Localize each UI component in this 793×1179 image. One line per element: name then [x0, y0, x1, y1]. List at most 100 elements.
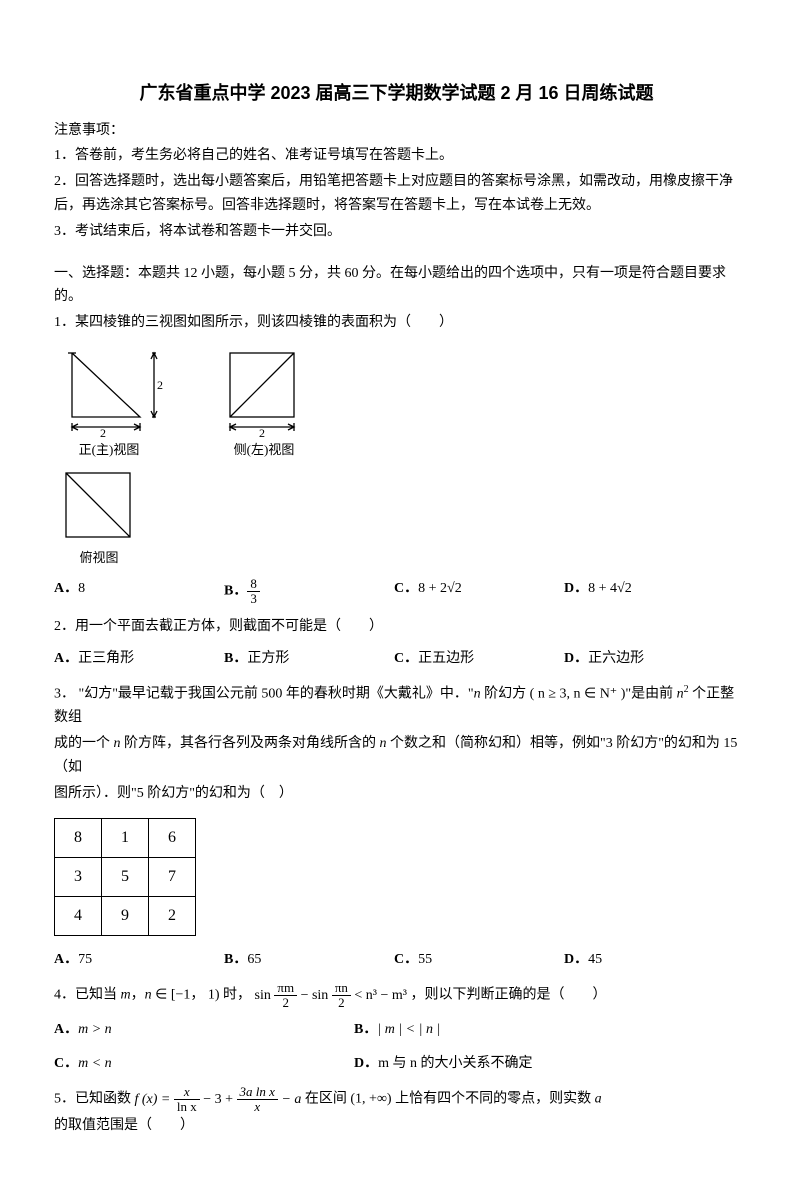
q4-opt-b: B．| m | < | n | [354, 1018, 654, 1042]
q4-expr: sin πm2 − sin πn2 < n³ − m³ [255, 988, 411, 1003]
q5-c: 上恰有四个不同的零点，则实数 [392, 1092, 595, 1107]
ms-2-0: 4 [55, 896, 102, 935]
q5-f2n: 3a ln x [237, 1085, 278, 1100]
q4-options-2: C．m < n D．m 与 n 的大小关系不确定 [54, 1052, 739, 1076]
q5-b: 在区间 [305, 1092, 351, 1107]
q1-options: A．8 B．83 C．8 + 2√2 D．8 + 4√2 [54, 577, 739, 605]
q1-opt-c-text: 8 + 2√2 [418, 581, 462, 596]
q4-f1d: 2 [274, 996, 297, 1010]
q2-opt-c-text: 正五边形 [418, 651, 474, 666]
q3-opt-b: B．65 [224, 948, 394, 972]
notice-item-2: 2．回答选择题时，选出每小题答案后，用铅笔把答题卡上对应题目的答案标号涂黑，如需… [54, 170, 739, 218]
q4-f2d: 2 [332, 996, 351, 1010]
side-view-svg: 2 [214, 345, 314, 437]
q4-b: ， [131, 988, 145, 1003]
q3-opt-b-text: 65 [247, 952, 261, 967]
q3-line3: 图所示）．则"5 阶幻方"的幻和为（ ） [54, 782, 739, 806]
q5-mid: − 3 + [203, 1092, 236, 1107]
q2-options: A．正三角形 B．正方形 C．正五边形 D．正六边形 [54, 647, 739, 671]
q1-main-view: 2 2 正(主)视图 [54, 345, 164, 461]
q5-interval: (1, +∞) [350, 1092, 391, 1107]
page-title: 广东省重点中学 2023 届高三下学期数学试题 2 月 16 日周练试题 [54, 78, 739, 109]
q2-stem: 2．用一个平面去截正方体，则截面不可能是（ ） [54, 615, 739, 639]
q3-l2-b: 阶方阵，其各行各列及两条对角线所含的 [121, 736, 380, 751]
q3-l1-b: 阶幻方 [481, 687, 530, 702]
ms-0-2: 6 [149, 818, 196, 857]
q4-opt-a: A．m > n [54, 1018, 354, 1042]
q5-a: 5．已知函数 [54, 1092, 135, 1107]
q3-opt-a-text: 75 [78, 952, 92, 967]
q4-opt-c: C．m < n [54, 1052, 354, 1076]
q4-opt-d: D．m 与 n 的大小关系不确定 [354, 1052, 654, 1076]
q4-d: ，则以下判断正确的是（ ） [410, 988, 606, 1003]
q1-opt-b: B．83 [224, 577, 394, 605]
ms-1-1: 5 [102, 857, 149, 896]
q3-opt-c: C．55 [394, 948, 564, 972]
q3-l2-a: 成的一个 [54, 736, 114, 751]
q3-line2: 成的一个 n 阶方阵，其各行各列及两条对角线所含的 n 个数之和（简称幻和）相等… [54, 732, 739, 780]
q4-stem: 4．已知当 m，n ∈ [−1， 1) 时， sin πm2 − sin πn2… [54, 981, 739, 1009]
q3-opt-d: D．45 [564, 948, 734, 972]
q4-opt-c-text: m < n [78, 1056, 112, 1071]
q4-rhs: < n³ − m³ [354, 988, 407, 1003]
q2-opt-c: C．正五边形 [394, 647, 564, 671]
q3-l1-a: 3． "幻方"最早记载于我国公元前 500 年的春秋时期《大戴礼》中．" [54, 687, 474, 702]
ms-1-2: 7 [149, 857, 196, 896]
q1-opt-d: D．8 + 4√2 [564, 577, 734, 605]
q2-opt-d: D．正六边形 [564, 647, 734, 671]
q2-opt-a: A．正三角形 [54, 647, 224, 671]
section-1-heading: 一、选择题：本题共 12 小题，每小题 5 分，共 60 分。在每小题给出的四个… [54, 262, 739, 310]
q5-f1d: ln x [174, 1100, 200, 1114]
q3-opt-d-text: 45 [588, 952, 602, 967]
q1-stem: 1．某四棱锥的三视图如图所示，则该四棱锥的表面积为（ ） [54, 311, 739, 335]
side-view-base-label: 2 [259, 426, 265, 437]
q4-opt-a-text: m > n [78, 1022, 112, 1037]
q5-f2d: x [237, 1100, 278, 1114]
ms-0-0: 8 [55, 818, 102, 857]
q2-opt-b: B．正方形 [224, 647, 394, 671]
ms-1-0: 3 [55, 857, 102, 896]
q4-a: 4．已知当 [54, 988, 121, 1003]
notice-item-1: 1．答卷前，考生务必将自己的姓名、准考证号填写在答题卡上。 [54, 144, 739, 168]
ms-0-1: 1 [102, 818, 149, 857]
exam-page: 广东省重点中学 2023 届高三下学期数学试题 2 月 16 日周练试题 注意事… [0, 0, 793, 1179]
top-view-caption: 俯视图 [79, 547, 118, 569]
q1-opt-a-text: 8 [78, 581, 85, 596]
q3-l1-cond: ( n ≥ 3, n ∈ N⁺ ) [530, 687, 626, 702]
q5-tail: − a [281, 1092, 301, 1107]
q1-top-view: 俯视图 [54, 467, 144, 569]
q2-opt-a-text: 正三角形 [78, 651, 134, 666]
q4-sin1: sin [255, 988, 271, 1003]
q3-magic-square: 8 1 6 3 5 7 4 9 2 [54, 818, 196, 936]
q1-opt-a: A．8 [54, 577, 224, 605]
q1-opt-c: C．8 + 2√2 [394, 577, 564, 605]
side-view-caption: 侧(左)视图 [234, 439, 295, 461]
q3-line1: 3． "幻方"最早记载于我国公元前 500 年的春秋时期《大戴礼》中．"n 阶幻… [54, 681, 739, 730]
q4-opt-d-text: m 与 n 的大小关系不确定 [378, 1056, 532, 1071]
q5-d: 的取值范围是（ ） [54, 1118, 194, 1133]
notice-item-3: 3．考试结束后，将本试卷和答题卡一并交回。 [54, 220, 739, 244]
main-view-base-label: 2 [100, 426, 106, 437]
q2-opt-d-text: 正六边形 [588, 651, 644, 666]
ms-2-1: 9 [102, 896, 149, 935]
ms-2-2: 2 [149, 896, 196, 935]
q4-f2n: πn [332, 981, 351, 996]
q1-opt-b-frac: 83 [247, 577, 260, 605]
main-view-caption: 正(主)视图 [79, 439, 140, 461]
q4-sin2: − sin [301, 988, 329, 1003]
main-view-svg: 2 2 [54, 345, 164, 437]
q4-interval: ∈ [−1， 1) [152, 988, 223, 1003]
q4-c: 时， [223, 988, 251, 1003]
q1-opt-d-text: 8 + 4√2 [588, 581, 632, 596]
q4-f1n: πm [274, 981, 297, 996]
q1-views-row-2: 俯视图 [54, 467, 739, 569]
top-view-svg [54, 467, 144, 545]
q3-opt-a: A．75 [54, 948, 224, 972]
q1-side-view: 2 侧(左)视图 [214, 345, 314, 461]
notice-label: 注意事项： [54, 119, 739, 143]
q1-views-row-1: 2 2 正(主)视图 2 侧(左)视图 [54, 345, 739, 461]
q3-options: A．75 B．65 C．55 D．45 [54, 948, 739, 972]
main-view-height-label: 2 [157, 378, 163, 392]
q4-options-1: A．m > n B．| m | < | n | [54, 1018, 739, 1042]
q2-opt-b-text: 正方形 [247, 651, 289, 666]
